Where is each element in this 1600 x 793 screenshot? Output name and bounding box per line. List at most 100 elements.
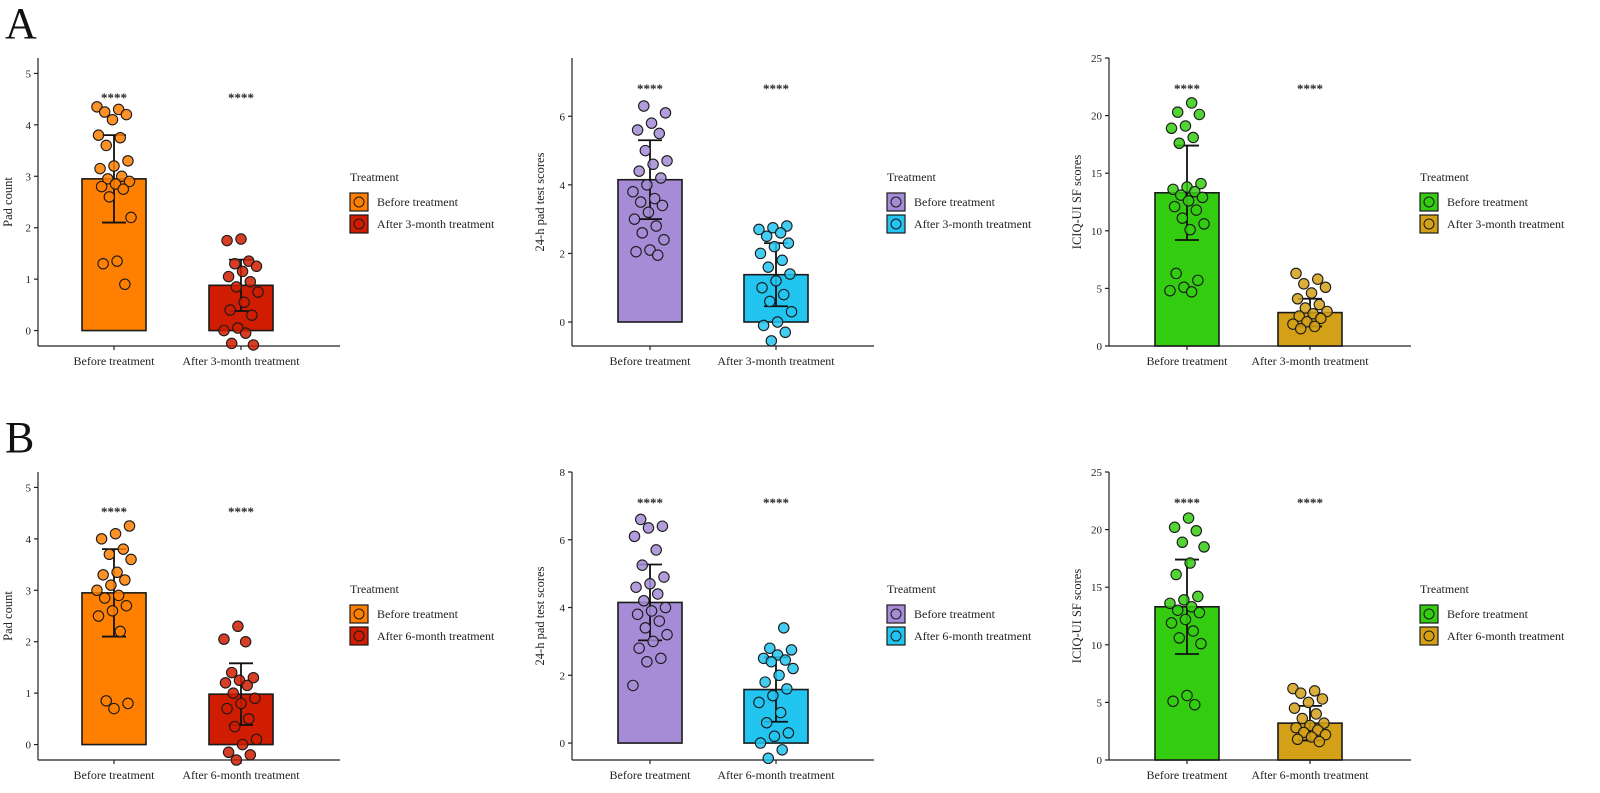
data-point: [227, 687, 240, 699]
data-point: [230, 754, 243, 766]
data-point: [119, 574, 131, 586]
data-point: [1291, 293, 1304, 305]
data-point: [647, 635, 659, 648]
y-axis-label: 24-h pad test scores: [533, 152, 547, 251]
data-point: [218, 633, 230, 645]
significance-label: ****: [1297, 495, 1323, 510]
significance-label: ****: [1297, 81, 1323, 96]
data-point: [250, 733, 263, 746]
chart-4: 0 1 2 3 4 5 Pad count Before treatment **** After…: [1, 472, 495, 782]
y-axis-label: ICIQ-UI SF scores: [1070, 569, 1084, 664]
data-point: [767, 689, 779, 702]
data-point: [239, 327, 252, 339]
y-tick-label: 25: [1091, 53, 1103, 65]
data-point: [1182, 195, 1195, 207]
y-tick-label: 3: [26, 585, 32, 597]
legend-title: Treatment: [350, 582, 400, 596]
data-point: [100, 695, 113, 707]
data-point: [1167, 695, 1179, 707]
legend-swatch-point: [353, 218, 365, 230]
data-point: [117, 183, 130, 195]
data-point: [1170, 267, 1182, 280]
chart-6: 0 5 10 15 20 25 ICIQ-UI SF scores Before treatm…: [1070, 467, 1565, 782]
panel-label-b: B: [5, 413, 34, 462]
data-point: [1179, 613, 1192, 626]
y-tick-label: 2: [26, 637, 32, 649]
y-tick-label: 10: [1091, 640, 1103, 652]
data-point: [1165, 122, 1178, 135]
data-point: [756, 281, 768, 294]
legend-swatch-point: [890, 630, 902, 642]
y-tick-label: 15: [1091, 168, 1103, 180]
data-point: [1182, 512, 1195, 524]
y-tick-label: 0: [26, 326, 32, 338]
data-point: [1315, 312, 1327, 325]
chart-1: 0 1 2 3 4 5 Pad count Before treatment **** After…: [1, 58, 495, 368]
legend-title: Treatment: [887, 582, 937, 596]
data-point: [238, 296, 250, 309]
data-point: [760, 716, 773, 729]
y-tick-label: 20: [1091, 111, 1103, 123]
data-point: [1176, 212, 1189, 224]
y-axis-label: Pad count: [1, 591, 15, 641]
data-point: [659, 107, 672, 119]
legend-swatch-point: [890, 196, 902, 208]
data-point: [641, 179, 653, 191]
significance-label: ****: [228, 90, 254, 105]
data-point: [776, 254, 788, 267]
panel-label-a: A: [5, 0, 37, 48]
legend-label: Before treatment: [914, 195, 996, 209]
data-point: [754, 247, 767, 260]
data-point: [1173, 632, 1186, 644]
data-point: [1178, 594, 1190, 606]
data-point: [785, 305, 798, 318]
data-point: [122, 155, 134, 167]
significance-label: ****: [101, 504, 127, 519]
data-point: [787, 662, 799, 675]
data-point: [1198, 541, 1210, 553]
data-point: [773, 669, 785, 682]
data-point: [1296, 712, 1309, 725]
data-point: [650, 220, 662, 232]
y-axis-label: 24-h pad test scores: [533, 566, 547, 665]
legend-title: Treatment: [1420, 170, 1470, 184]
data-point: [1313, 735, 1326, 748]
data-point: [1302, 696, 1315, 709]
x-category-label: After 3-month treatment: [717, 354, 835, 368]
y-tick-label: 2: [560, 670, 566, 682]
data-point: [1190, 525, 1203, 537]
data-point: [1167, 183, 1179, 196]
y-tick-label: 0: [1097, 755, 1103, 767]
legend-label: After 6-month treatment: [1447, 629, 1565, 643]
data-point: [95, 180, 108, 193]
data-point: [770, 275, 782, 287]
data-point: [125, 211, 137, 224]
data-point: [1184, 223, 1196, 236]
legend-swatch-point: [353, 630, 365, 642]
data-point: [247, 671, 260, 684]
data-point: [225, 337, 238, 350]
data-point: [659, 601, 672, 614]
data-point: [785, 644, 798, 656]
y-axis-label: ICIQ-UI SF scores: [1070, 155, 1084, 250]
data-point: [236, 265, 249, 278]
data-point: [639, 622, 652, 634]
data-point: [1187, 131, 1199, 144]
data-point: [634, 513, 647, 526]
data-point: [1176, 536, 1189, 549]
data-point: [91, 584, 103, 597]
y-tick-label: 20: [1091, 525, 1103, 537]
data-point: [631, 124, 644, 136]
data-point: [252, 286, 264, 298]
data-point: [1305, 287, 1318, 299]
y-tick-label: 8: [560, 467, 566, 479]
data-point: [774, 706, 787, 719]
data-point: [1310, 708, 1322, 720]
data-point: [106, 113, 119, 126]
legend-label: Before treatment: [914, 607, 996, 621]
x-category-label: Before treatment: [1147, 354, 1229, 368]
x-category-label: Before treatment: [610, 354, 692, 368]
data-point: [764, 642, 776, 654]
y-tick-label: 5: [26, 68, 32, 80]
data-point: [653, 615, 666, 627]
